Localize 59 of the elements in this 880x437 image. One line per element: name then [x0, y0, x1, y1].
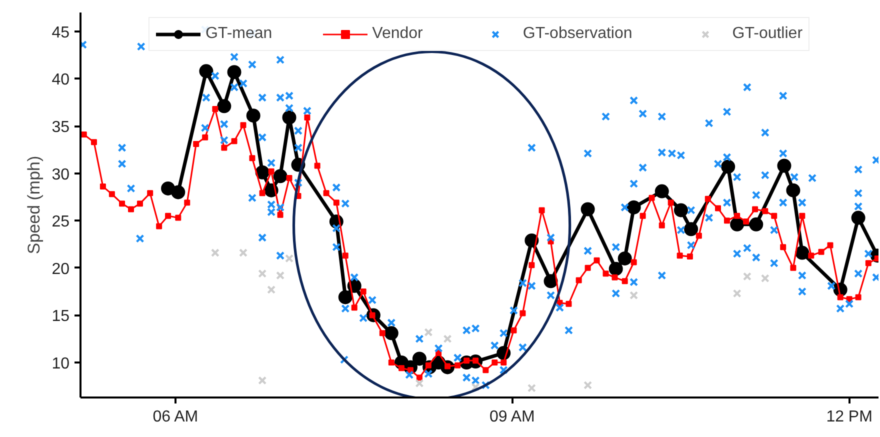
point — [217, 99, 232, 114]
point — [227, 65, 242, 80]
point — [626, 200, 641, 214]
x-tick-label: 12 PM — [826, 408, 872, 426]
point — [471, 382, 480, 392]
point — [786, 183, 800, 198]
point — [630, 291, 638, 300]
y-tick-label: 10 — [52, 356, 70, 372]
point — [851, 210, 866, 225]
point — [171, 185, 186, 200]
point — [424, 328, 433, 337]
y-tick-label: 20 — [52, 260, 70, 278]
point — [795, 246, 810, 260]
point — [282, 110, 296, 124]
point — [284, 254, 294, 263]
x-tick-label: 06 AM — [152, 408, 198, 426]
legend-label: GT-mean — [205, 25, 272, 43]
point — [338, 290, 352, 304]
point — [443, 334, 452, 344]
y-tick-label: 35 — [52, 119, 70, 136]
point — [760, 274, 770, 283]
point — [674, 203, 688, 218]
point — [258, 269, 267, 278]
point — [238, 248, 248, 258]
point — [384, 326, 398, 340]
point — [246, 108, 260, 123]
point — [527, 384, 536, 392]
point — [584, 380, 592, 390]
point — [654, 184, 669, 198]
point — [580, 202, 595, 216]
point — [742, 272, 752, 281]
point — [415, 379, 424, 388]
y-tick-label: 40 — [52, 72, 70, 89]
point — [267, 285, 276, 294]
legend-label: GT-outlier — [732, 25, 803, 43]
point — [544, 274, 558, 288]
point — [749, 217, 764, 232]
y-tick-label: 25 — [52, 214, 70, 231]
point — [199, 64, 214, 78]
point — [412, 352, 426, 366]
point — [210, 248, 220, 258]
y-tick-label: 30 — [52, 166, 70, 184]
point — [721, 160, 736, 174]
x-tick-label: 09 AM — [489, 408, 535, 426]
y-axis-title: Speed (mph) — [24, 156, 44, 254]
legend-label: GT-observation — [522, 25, 632, 43]
point — [684, 222, 698, 236]
point — [276, 271, 285, 280]
point — [732, 289, 742, 298]
point — [777, 158, 792, 173]
point — [255, 165, 270, 180]
y-tick-label: 45 — [52, 24, 70, 42]
point — [608, 262, 623, 276]
y-tick-label: 15 — [52, 308, 70, 326]
point — [273, 169, 288, 184]
point — [730, 217, 744, 232]
legend-label: Vendor — [372, 25, 423, 43]
point — [258, 376, 267, 385]
point — [618, 251, 632, 266]
